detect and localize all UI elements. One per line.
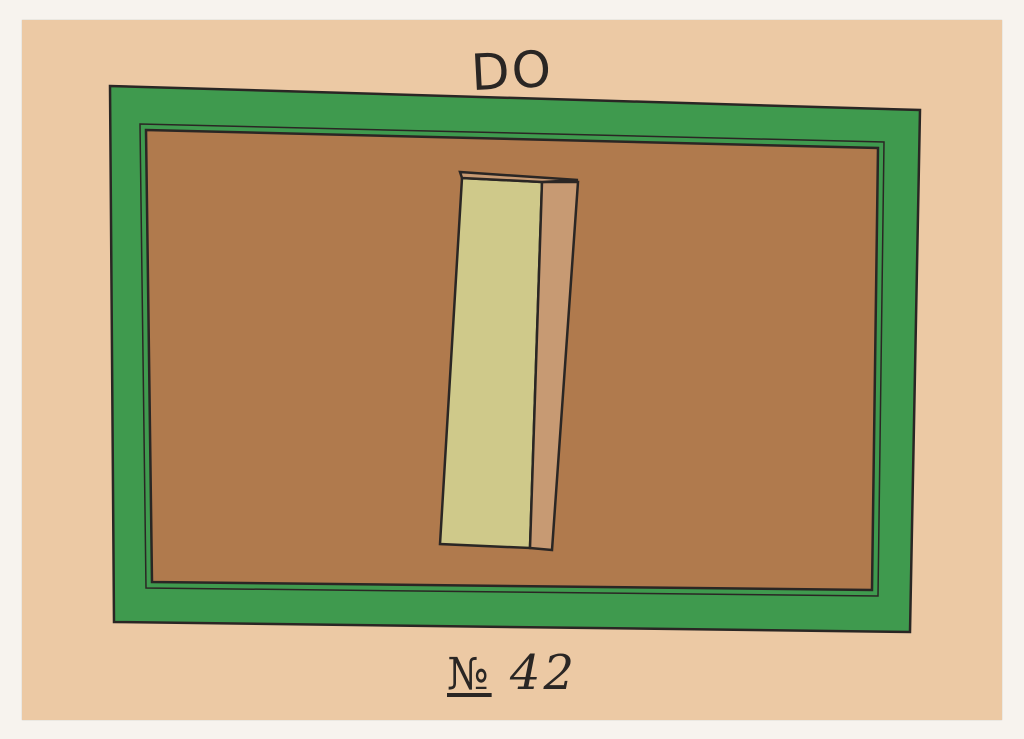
inner-border-line bbox=[139, 123, 885, 597]
drawing-card: DO № 42 bbox=[22, 20, 1002, 720]
number-prefix: № bbox=[447, 649, 492, 700]
bar-top-face bbox=[458, 170, 579, 184]
bar-side-face bbox=[528, 180, 580, 552]
number-value: 42 bbox=[509, 645, 577, 701]
drawing-canvas bbox=[108, 84, 922, 634]
card-number: № 42 bbox=[22, 645, 1002, 701]
